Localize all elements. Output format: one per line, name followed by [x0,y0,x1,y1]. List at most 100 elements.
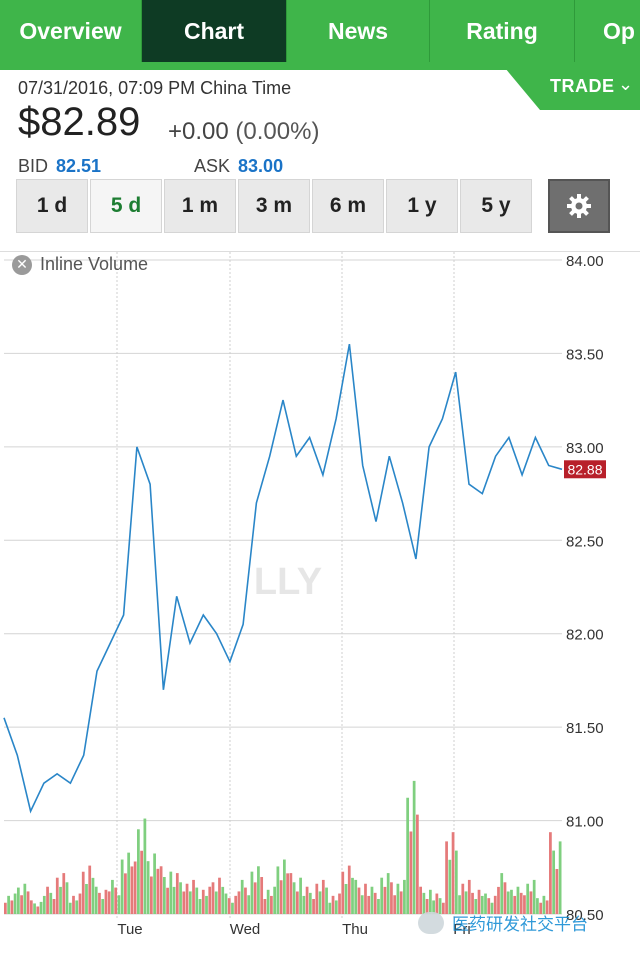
volume-bar [506,891,510,914]
volume-bar [510,889,513,914]
volume-bar [497,886,500,914]
volume-bar [416,814,419,914]
volume-bar [227,898,231,914]
volume-bar [33,903,36,914]
tab-chart[interactable]: Chart [142,0,287,62]
volume-bar [88,865,92,914]
volume-bar [91,877,95,914]
volume-bar [23,883,27,914]
last-price-label: 82.88 [567,461,602,477]
volume-bar [52,899,56,914]
volume-bar [247,895,251,914]
volume-bar [49,892,53,914]
volume-bar [448,859,452,914]
volume-bar [370,886,374,914]
divider [0,251,640,252]
volume-bar [425,899,429,914]
range-5y-button[interactable]: 5 y [460,179,532,233]
volume-bar [523,895,526,914]
volume-bar [399,891,403,914]
volume-bar [383,886,387,914]
range-6m-button[interactable]: 6 m [312,179,384,233]
volume-bar [143,818,147,914]
x-tick-label: Tue [117,921,142,938]
tab-rating[interactable]: Rating [430,0,575,62]
inline-volume-toggle[interactable]: ✕ Inline Volume [12,254,148,275]
volume-bar [120,859,124,914]
volume-bar [318,891,322,914]
volume-bar [289,873,293,914]
volume-bar [432,900,435,914]
range-1m-button[interactable]: 1 m [164,179,236,233]
volume-bar [263,899,267,914]
volume-bar [412,780,416,914]
volume-bar [107,891,111,914]
volume-bar [308,892,312,914]
volume-bar [513,895,517,914]
tab-label: Op [603,17,635,44]
ticker-watermark: LLY [254,561,322,603]
volume-bar [419,886,422,914]
volume-bar [133,861,137,914]
price-chart[interactable]: LLY 84.00 83.50 83.00 82.50 82.00 81.50 81.00 8… [0,252,640,956]
volume-bar [344,884,348,914]
volume-bar [65,882,69,914]
volume-bar [529,891,533,914]
bid-value: 82.51 [56,156,102,176]
trade-shape [500,62,640,110]
volume-bar [20,895,23,914]
volume-bar [244,887,247,914]
settings-button[interactable] [548,179,610,233]
tab-label: Chart [183,17,245,44]
last-price: $82.89 [18,100,141,144]
volume-bar [334,900,338,914]
tab-underline [0,62,640,70]
volume-bar [169,871,173,914]
volume-bar [130,866,134,914]
tab-news[interactable]: News [287,0,430,62]
volume-bar [351,877,354,914]
wechat-watermark: 医药研发社交平台 [418,910,588,935]
volume-bar [124,873,127,914]
trade-button[interactable]: TRADE ⌄ [500,62,640,110]
volume-bar [231,902,234,914]
tab-overview[interactable]: Overview [0,0,142,62]
volume-bar [292,882,296,914]
trade-label: TRADE [550,76,615,96]
volume-bar [240,879,244,914]
volume-bar [503,882,507,914]
volume-bar [81,871,85,914]
volume-bar [104,889,108,914]
volume-bar [279,880,283,914]
range-5d-button[interactable]: 5 d [90,179,162,233]
ask-value: 83.00 [238,156,284,176]
range-3m-button[interactable]: 3 m [238,179,310,233]
range-1y-button[interactable]: 1 y [386,179,458,233]
watermark-text: 医药研发社交平台 [452,915,588,934]
volume-bar [273,886,277,914]
volume-bar [276,866,280,914]
volume-bar [321,879,325,914]
volume-bar [159,866,163,914]
volume-bar [558,841,562,914]
volume-bar [354,879,358,914]
volume-bar [224,893,228,914]
volume-bar [75,900,79,914]
volume-bar [302,895,306,914]
volume-bar [62,873,66,914]
volume-bar [127,852,131,914]
tab-options[interactable]: Op [575,0,640,62]
range-1d-button[interactable]: 1 d [16,179,88,233]
volume-bar [270,895,273,914]
volume-bar [218,877,221,914]
y-tick-label: 81.50 [566,720,604,737]
volume-bar [539,902,543,914]
ask-label: ASK [194,156,231,176]
volume-bar [250,871,254,914]
volume-bar [526,883,530,914]
volume-bar [55,877,59,914]
volume-bar [175,873,179,914]
x-tick-label: Thu [342,921,368,938]
y-tick-label: 84.00 [566,253,604,270]
volume-bar [13,893,17,914]
